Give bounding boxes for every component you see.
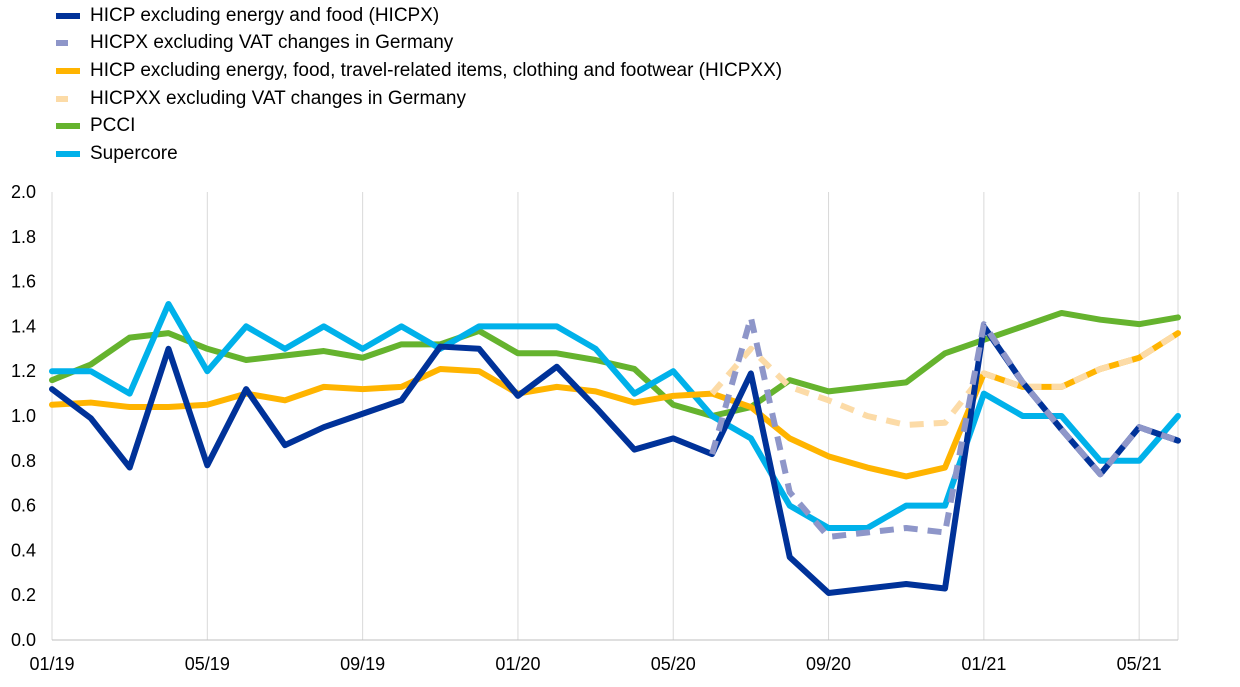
legend-item: HICP excluding energy and food (HICPX) (56, 2, 782, 30)
legend-swatch (56, 12, 80, 19)
legend-swatch (56, 123, 80, 130)
y-tick-label: 0.6 (11, 496, 36, 516)
y-tick-label: 1.4 (11, 316, 36, 336)
legend-label: HICP excluding energy, food, travel-rela… (90, 59, 783, 81)
x-tick-label: 05/20 (651, 654, 696, 674)
legend-label: HICP excluding energy and food (HICPX) (90, 4, 440, 26)
x-tick-label: 09/20 (806, 654, 851, 674)
x-tick-label: 01/19 (29, 654, 74, 674)
x-tick-label: 09/19 (340, 654, 385, 674)
series-line (709, 314, 1179, 540)
legend-swatch (56, 67, 80, 74)
legend-swatch (56, 95, 68, 102)
legend-item: Supercore (56, 140, 782, 168)
y-tick-label: 1.6 (11, 272, 36, 292)
y-tick-label: 2.0 (11, 182, 36, 202)
legend-item: HICPXX excluding VAT changes in Germany (56, 85, 782, 113)
legend-item: HICPX excluding VAT changes in Germany (56, 30, 782, 58)
series-line (49, 301, 1181, 531)
y-tick-label: 0.8 (11, 451, 36, 471)
legend-label: HICPXX excluding VAT changes in Germany (90, 87, 466, 109)
x-tick-label: 01/20 (495, 654, 540, 674)
x-tick-label: 05/19 (185, 654, 230, 674)
legend-item: PCCI (56, 112, 782, 140)
legend-label: HICPX excluding VAT changes in Germany (90, 32, 454, 54)
y-tick-label: 1.2 (11, 361, 36, 381)
legend-item: HICP excluding energy, food, travel-rela… (56, 57, 782, 85)
legend-label: PCCI (90, 115, 136, 137)
y-tick-label: 1.0 (11, 406, 36, 426)
chart-legend: HICP excluding energy and food (HICPX) HI… (56, 2, 782, 168)
y-tick-label: 0.0 (11, 630, 36, 650)
y-tick-label: 0.4 (11, 540, 36, 560)
series-line (709, 330, 1180, 428)
y-tick-label: 0.2 (11, 585, 36, 605)
legend-label: Supercore (90, 142, 178, 164)
x-tick-label: 01/21 (961, 654, 1006, 674)
x-tick-label: 05/21 (1117, 654, 1162, 674)
legend-swatch (56, 40, 68, 47)
y-tick-label: 1.8 (11, 227, 36, 247)
legend-swatch (56, 150, 80, 157)
